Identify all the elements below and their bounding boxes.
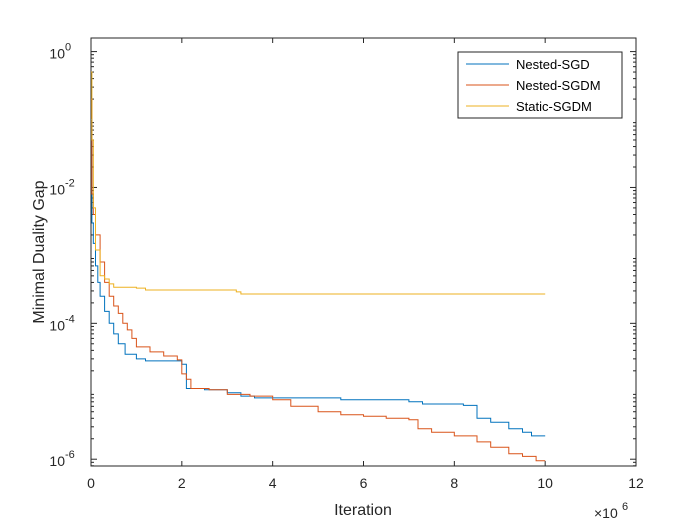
svg-text:Static-SGDM: Static-SGDM: [516, 99, 592, 114]
y-tick-label: 10: [49, 317, 65, 333]
x-tick-label: 2: [178, 475, 186, 491]
legend-entry-nested-sgd: Nested-SGD: [466, 57, 590, 72]
x-axis-ticks: 0 2 4 6 8 10 12: [87, 38, 644, 491]
y-tick-exponent: -4: [65, 313, 75, 325]
svg-text:6: 6: [622, 501, 628, 513]
series-line-static-sgdm: [91, 71, 546, 295]
legend-box: [457, 51, 623, 119]
series-lines: [91, 71, 546, 462]
y-tick-label: 10: [49, 181, 65, 197]
legend-entry-nested-sgdm: Nested-SGDM: [466, 78, 601, 93]
svg-text:Nested-SGD: Nested-SGD: [516, 57, 590, 72]
y-axis-label: Minimal Duality Gap: [31, 180, 48, 323]
series-line-nested-sgdm: [91, 98, 546, 462]
x-tick-label: 4: [269, 475, 277, 491]
x-axis-label: Iteration: [334, 502, 392, 519]
legend: Nested-SGD Nested-SGDM Static-SGDM: [457, 51, 623, 119]
x-tick-label: 6: [360, 475, 368, 491]
x-tick-label: 10: [537, 475, 553, 491]
svg-text:×10: ×10: [594, 505, 618, 521]
y-tick-exponent: -6: [65, 449, 75, 461]
y-tick-exponent: 0: [65, 42, 71, 54]
x-tick-label: 12: [628, 475, 644, 491]
x-multiplier: ×10 6: [594, 501, 628, 521]
x-tick-label: 8: [450, 475, 458, 491]
svg-text:Nested-SGDM: Nested-SGDM: [516, 78, 601, 93]
x-tick-label: 0: [87, 475, 95, 491]
y-tick-exponent: -2: [65, 177, 75, 189]
y-tick-label: 10: [49, 453, 65, 469]
y-tick-label: 10: [49, 46, 65, 62]
legend-entry-static-sgdm: Static-SGDM: [466, 99, 592, 114]
